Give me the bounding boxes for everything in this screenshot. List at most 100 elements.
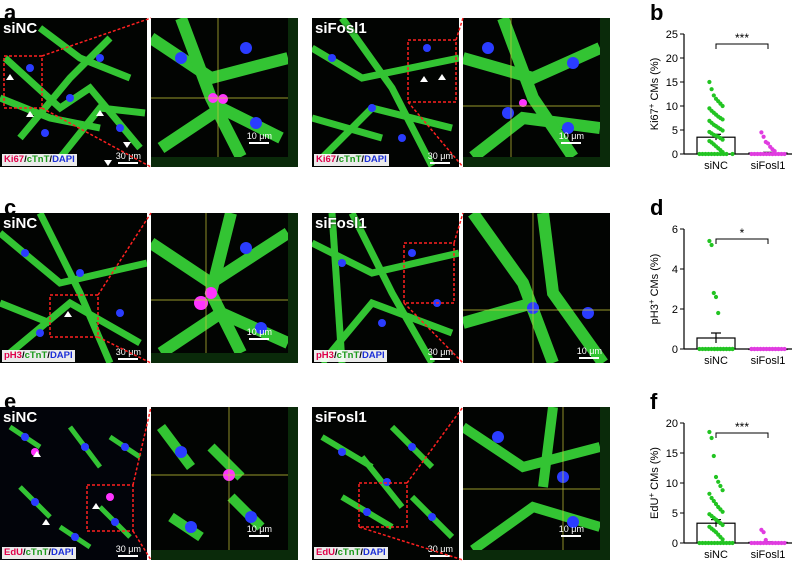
- y-tick-label: 2: [672, 304, 678, 316]
- significance-bracket: [715, 432, 769, 438]
- chart-ki67: 0 5 10 15 20 25 Ki67+ CMs (%) siNC siFosl1 ***: [647, 29, 792, 172]
- data-point-siNC: [700, 151, 705, 157]
- condition-label-sifosl1: siFosl1: [315, 409, 367, 426]
- data-point-siFosl1: [758, 540, 763, 546]
- data-point-siNC: [718, 151, 723, 157]
- scale-bar-label: 30 μm: [427, 151, 453, 161]
- scale-bar: 30 μm: [116, 347, 141, 360]
- data-point-siNC: [720, 128, 725, 133]
- stain-legend: Ki67/cTnT/DAPI: [2, 154, 77, 166]
- micrograph-sifosl1-ki67-zoom: 10 μm: [463, 18, 610, 167]
- scale-bar-label: 10 μm: [558, 524, 584, 534]
- data-point-siFosl1: [752, 346, 757, 352]
- data-point-siFosl1: [759, 130, 764, 135]
- data-point-siFosl1: [749, 346, 754, 352]
- micrograph-sinc-edu: siNC EdU/cTnT/DAPI 30 μm: [0, 407, 147, 560]
- data-point-siFosl1: [765, 141, 771, 146]
- data-point-siNC: [703, 540, 708, 546]
- micrograph-sifosl1-ki67: siFosl1 Ki67/cTnT/DAPI 30 μm: [312, 18, 459, 167]
- data-point-siFosl1: [767, 151, 772, 157]
- data-point-siNC: [730, 540, 735, 546]
- data-point-siNC: [724, 151, 729, 157]
- data-point-siFosl1: [776, 540, 781, 546]
- scale-bar-label: 10 μm: [246, 524, 272, 534]
- stain-legend: pH3/cTnT/DAPI: [2, 350, 75, 362]
- x-tick-label: siNC: [704, 160, 728, 172]
- data-point-siFosl1: [773, 540, 778, 546]
- data-point-siFosl1: [773, 346, 778, 352]
- data-point-siFosl1: [770, 151, 775, 157]
- data-point-siFosl1: [764, 346, 769, 352]
- stain-dapi: DAPI: [52, 154, 75, 165]
- data-point-siNC: [712, 151, 717, 157]
- micrograph-sifosl1-ph3: siFosl1 pH3/cTnT/DAPI 30 μm: [312, 213, 459, 363]
- data-point-siNC: [720, 117, 725, 122]
- data-point-siNC: [727, 540, 732, 546]
- scale-bar: 10 μm: [559, 131, 584, 144]
- stain-ctnt: cTnT: [336, 350, 360, 361]
- stain-marker: pH3: [4, 350, 22, 361]
- data-point-siFosl1: [749, 540, 754, 546]
- data-point-siFosl1: [776, 151, 781, 157]
- data-point-siFosl1: [779, 540, 784, 546]
- stain-ctnt: cTnT: [24, 350, 48, 361]
- stain-marker: EdU: [4, 547, 23, 558]
- data-point-siFosl1: [764, 151, 769, 157]
- fluorescence-image: [463, 407, 600, 550]
- micrograph-sinc-ph3: siNC pH3/cTnT/DAPI 30 μm: [0, 213, 147, 363]
- micrograph-sinc-ki67: siNC Ki67/cTnT/DAPI 30 μm: [0, 18, 147, 167]
- data-point-siNC: [706, 151, 711, 157]
- data-point-siNC: [711, 498, 716, 504]
- chart-edu: 0 5 10 15 20 EdU+ CMs (%) siNC siFosl1 ***: [647, 418, 792, 561]
- stain-marker: pH3: [316, 350, 334, 361]
- data-point-siFosl1: [779, 346, 784, 352]
- scale-bar-label: 10 μm: [558, 131, 584, 141]
- data-point-siNC: [711, 290, 716, 296]
- data-point-siFosl1: [770, 346, 775, 352]
- stain-ctnt: cTnT: [337, 547, 361, 558]
- stain-sep: /: [336, 154, 339, 165]
- data-point-siFosl1: [752, 151, 757, 157]
- panel-label-d: d: [650, 195, 664, 220]
- data-point-siFosl1: [782, 151, 787, 157]
- scale-bar: 10 μm: [247, 524, 272, 537]
- data-point-siNC: [718, 346, 723, 352]
- scale-bar-label: 10 μm: [246, 327, 272, 337]
- data-point-siNC: [709, 495, 714, 501]
- data-point-siNC: [721, 540, 726, 546]
- y-tick-label: 15: [666, 448, 678, 460]
- data-point-siNC: [715, 346, 720, 352]
- data-point-siNC: [712, 540, 717, 546]
- x-tick-label: siFosl1: [751, 355, 786, 367]
- scale-bar-label: 30 μm: [427, 544, 453, 554]
- data-point-siFosl1: [752, 540, 757, 546]
- data-point-siFosl1: [776, 346, 781, 352]
- data-point-siNC: [713, 501, 719, 507]
- significance-bracket: [715, 43, 769, 49]
- data-point-siNC: [712, 346, 717, 352]
- y-tick-label: 25: [666, 29, 678, 41]
- data-point-siNC: [718, 540, 723, 546]
- stain-legend: EdU/cTnT/DAPI: [314, 547, 388, 559]
- y-tick-label: 6: [672, 224, 678, 236]
- data-point-siNC: [706, 346, 711, 352]
- condition-label-sinc: siNC: [3, 20, 38, 37]
- data-point-siNC: [720, 137, 725, 142]
- data-point-siNC: [711, 453, 716, 459]
- data-point-siFosl1: [779, 151, 784, 157]
- stain-sep: /: [48, 547, 51, 558]
- scale-bar: 30 μm: [428, 151, 453, 164]
- data-point-siNC: [730, 346, 735, 352]
- data-point-siNC: [700, 540, 705, 546]
- scale-bar: 30 μm: [428, 347, 453, 360]
- scale-bar-label: 30 μm: [427, 347, 453, 357]
- data-point-siFosl1: [755, 151, 760, 157]
- fluorescence-image: [0, 25, 146, 166]
- micrograph-sinc-ph3-zoom: 10 μm: [151, 213, 298, 363]
- y-axis-label: pH3+ CMs (%): [647, 254, 661, 325]
- stain-ctnt: cTnT: [26, 154, 50, 165]
- x-tick-label: siFosl1: [751, 549, 786, 561]
- micrograph-sinc-edu-zoom: 10 μm: [151, 407, 298, 560]
- data-point-siFosl1: [749, 151, 754, 157]
- data-point-siNC: [720, 488, 725, 493]
